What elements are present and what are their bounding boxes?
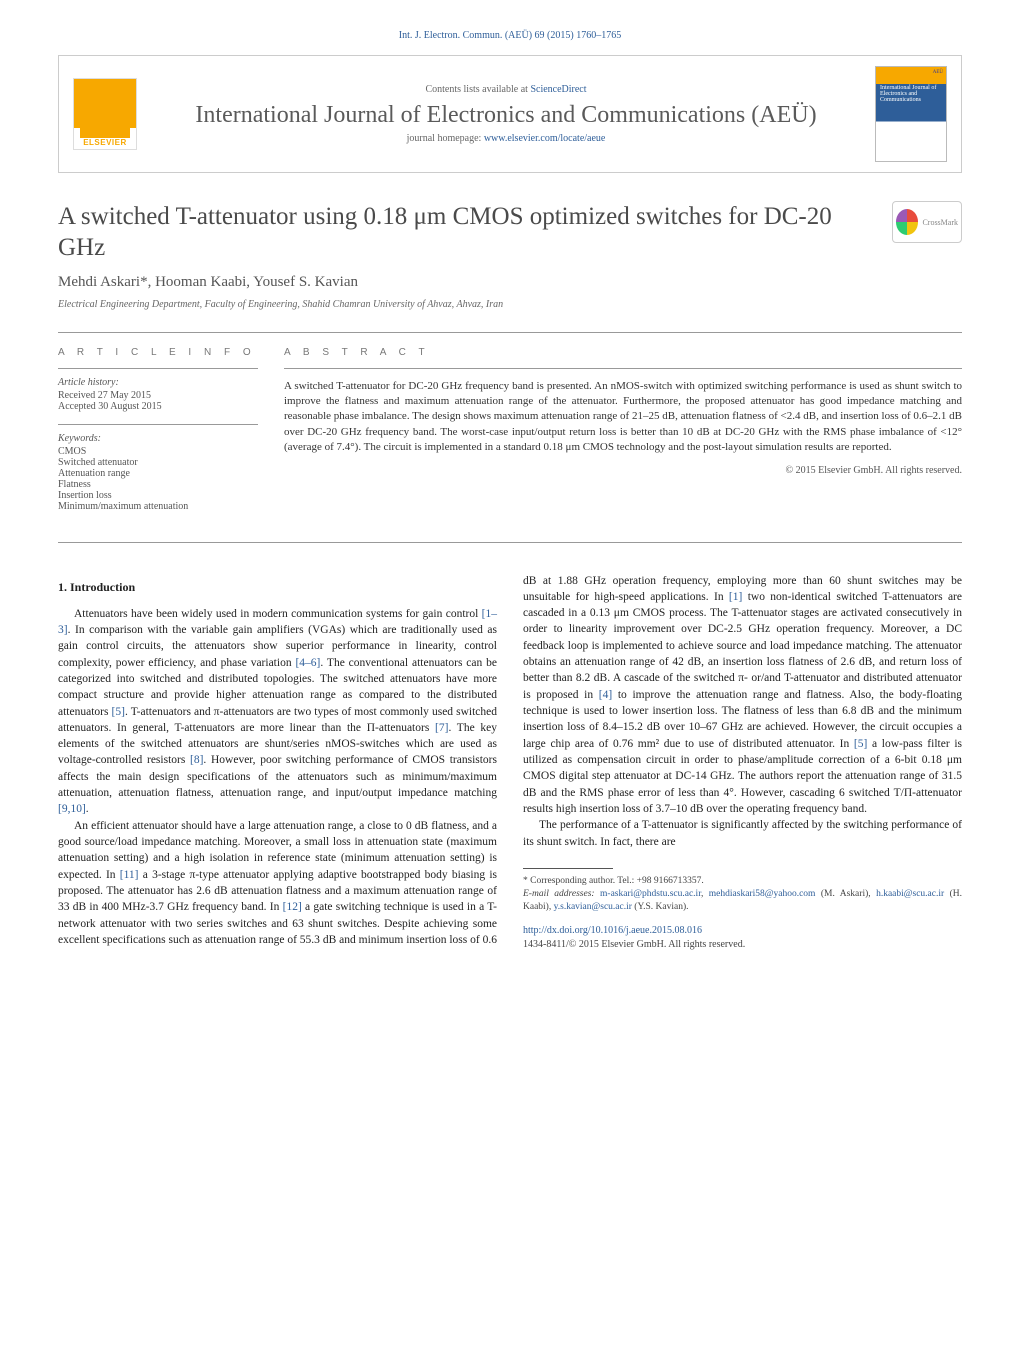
body-paragraph: The performance of a T-attenuator is sig… [523, 817, 962, 850]
journal-title: International Journal of Electronics and… [137, 101, 875, 130]
citation-link[interactable]: [5] [854, 738, 867, 750]
keyword: Minimum/maximum attenuation [58, 501, 258, 512]
issn-copyright: 1434-8411/© 2015 Elsevier GmbH. All righ… [523, 938, 962, 952]
keyword: Flatness [58, 479, 258, 490]
citation-link[interactable]: [4] [599, 689, 612, 701]
contents-prefix: Contents lists available at [425, 84, 530, 95]
journal-cover-thumbnail: AEÜ International Journal of Electronics… [875, 66, 947, 162]
text-run: two non-identical switched T-attenuators… [523, 591, 962, 701]
info-rule-2 [58, 424, 258, 425]
keyword: Switched attenuator [58, 457, 258, 468]
abstract-rule [284, 368, 962, 369]
cover-top-label: AEÜ [878, 69, 944, 83]
keyword: Attenuation range [58, 468, 258, 479]
citation-link[interactable]: [1] [729, 591, 742, 603]
elsevier-tree-icon [80, 90, 130, 138]
footnote-separator [523, 868, 613, 869]
journal-homepage-link[interactable]: www.elsevier.com/locate/aeue [484, 133, 606, 144]
article-info-block: A R T I C L E I N F O Article history: R… [58, 347, 258, 524]
info-rule [58, 368, 258, 369]
header-center: Contents lists available at ScienceDirec… [137, 84, 875, 145]
citation-link[interactable]: [8] [190, 754, 203, 766]
received-date: Received 27 May 2015 [58, 390, 258, 401]
journal-reference: Int. J. Electron. Commun. (AEÜ) 69 (2015… [58, 30, 962, 41]
crossmark-label: CrossMark [922, 218, 958, 227]
email-link[interactable]: h.kaabi@scu.ac.ir [876, 889, 944, 899]
doi-link[interactable]: http://dx.doi.org/10.1016/j.aeue.2015.08… [523, 925, 702, 936]
body-paragraph: Attenuators have been widely used in mod… [58, 606, 497, 818]
footnotes: * Corresponding author. Tel.: +98 916671… [523, 875, 962, 913]
keyword: CMOS [58, 446, 258, 457]
citation-link[interactable]: [11] [120, 869, 139, 881]
text-run: (Y.S. Kavian). [632, 902, 689, 912]
text-run: (M. Askari), [815, 889, 876, 899]
text-sep: , [701, 889, 709, 899]
elsevier-label: ELSEVIER [83, 138, 127, 147]
citation-link[interactable]: [12] [283, 901, 302, 913]
email-label: E-mail addresses: [523, 889, 600, 899]
text-run: a 3-stage π-type [139, 869, 224, 881]
elsevier-logo: ELSEVIER [73, 78, 137, 150]
keyword: Insertion loss [58, 490, 258, 501]
email-addresses-line: E-mail addresses: m-askari@phdstu.scu.ac… [523, 888, 962, 914]
affiliation: Electrical Engineering Department, Facul… [58, 299, 962, 310]
corresponding-author-note: * Corresponding author. Tel.: +98 916671… [523, 875, 962, 888]
journal-homepage-line: journal homepage: www.elsevier.com/locat… [137, 133, 875, 144]
text-run: . [86, 803, 89, 815]
text-run: Attenuators have been widely used in mod… [74, 608, 482, 620]
abstract-block: A B S T R A C T A switched T-attenuator … [284, 347, 962, 524]
doi-block: http://dx.doi.org/10.1016/j.aeue.2015.08… [523, 924, 962, 952]
abstract-text: A switched T-attenuator for DC-20 GHz fr… [284, 379, 962, 456]
journal-header: ELSEVIER Contents lists available at Sci… [58, 55, 962, 173]
email-link[interactable]: m-askari@phdstu.scu.ac.ir [600, 889, 701, 899]
crossmark-icon [896, 209, 918, 235]
article-history-label: Article history: [58, 377, 258, 388]
email-link[interactable]: mehdiaskari58@yahoo.com [709, 889, 816, 899]
article-title: A switched T-attenuator using 0.18 μm CM… [58, 201, 876, 264]
article-info-heading: A R T I C L E I N F O [58, 347, 258, 358]
body-text: 1. Introduction Attenuators have been wi… [58, 573, 962, 952]
abstract-heading: A B S T R A C T [284, 347, 962, 358]
cover-mid-label: International Journal of Electronics and… [878, 83, 944, 105]
abstract-copyright: © 2015 Elsevier GmbH. All rights reserve… [284, 465, 962, 476]
email-link[interactable]: y.s.kavian@scu.ac.ir [554, 902, 632, 912]
citation-link[interactable]: [7] [435, 722, 448, 734]
accepted-date: Accepted 30 August 2015 [58, 401, 258, 412]
keywords-label: Keywords: [58, 433, 258, 444]
authors: Mehdi Askari*, Hooman Kaabi, Yousef S. K… [58, 274, 962, 291]
crossmark-badge[interactable]: CrossMark [892, 201, 962, 243]
sciencedirect-link[interactable]: ScienceDirect [530, 84, 586, 95]
citation-link[interactable]: [5] [112, 706, 125, 718]
homepage-prefix: journal homepage: [407, 133, 484, 144]
section-heading-1: 1. Introduction [58, 579, 497, 596]
rule-bottom [58, 542, 962, 543]
citation-link[interactable]: [4–6] [295, 657, 320, 669]
contents-lists-line: Contents lists available at ScienceDirec… [137, 84, 875, 95]
citation-link[interactable]: [9,10] [58, 803, 86, 815]
